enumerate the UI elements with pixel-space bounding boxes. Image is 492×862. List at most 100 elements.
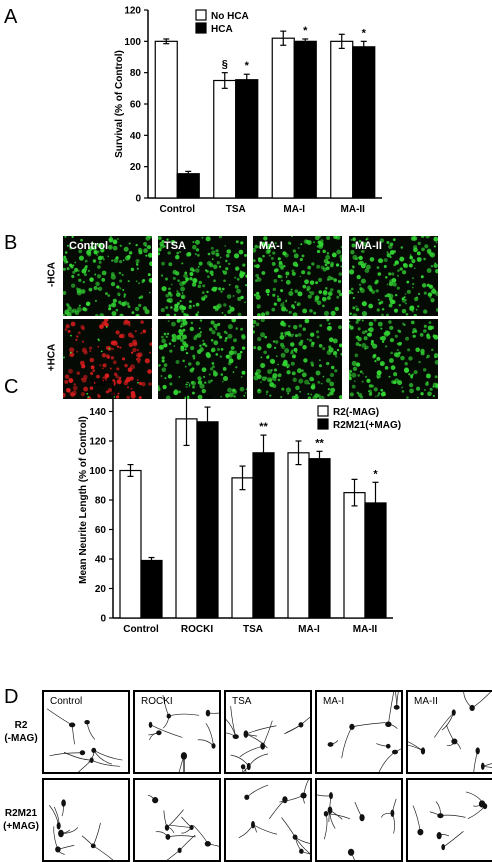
- cell: [285, 279, 291, 285]
- cell: [357, 327, 361, 331]
- cell: [234, 284, 239, 289]
- cell: [182, 334, 187, 340]
- cell: [281, 306, 287, 312]
- neurite: [388, 692, 395, 725]
- cell: [376, 266, 380, 269]
- cell: [340, 353, 342, 356]
- cell: [307, 271, 311, 275]
- chart-c-bar: [119, 469, 142, 619]
- neurite: [262, 720, 273, 747]
- cell: [428, 284, 434, 289]
- cell: [126, 302, 130, 306]
- cell: [207, 252, 211, 256]
- cell: [102, 378, 105, 382]
- neurite: [168, 824, 192, 828]
- cell-body: [177, 847, 182, 854]
- cell: [435, 308, 438, 312]
- cell: [318, 364, 322, 368]
- cell: [242, 263, 246, 267]
- cell: [367, 328, 371, 331]
- chart-a-bar: [330, 40, 354, 199]
- cell: [107, 388, 113, 393]
- neurite: [150, 724, 183, 738]
- cell: [362, 242, 368, 247]
- cell: [99, 324, 104, 329]
- fluorescence-image: TSA: [158, 236, 247, 316]
- neurons: [327, 692, 401, 772]
- neuron-image: MA-II: [406, 690, 492, 774]
- cell: [183, 273, 188, 279]
- cell: [403, 263, 409, 269]
- cell: [377, 394, 380, 397]
- cell: [81, 347, 87, 353]
- cell: [197, 376, 202, 381]
- cell: [64, 309, 70, 315]
- cell: [253, 264, 257, 268]
- cell: [129, 364, 136, 370]
- cell: [225, 267, 229, 271]
- cell-body: [166, 713, 171, 719]
- chart-c-bar: [196, 421, 219, 619]
- cell: [66, 267, 70, 271]
- cell: [394, 293, 398, 297]
- cell: [207, 275, 210, 278]
- cell: [386, 253, 391, 258]
- cell: [123, 293, 127, 296]
- cell: [179, 300, 182, 303]
- cell: [303, 358, 308, 363]
- cell: [379, 258, 384, 263]
- cell: [161, 338, 166, 344]
- cell: [392, 282, 397, 287]
- cell: [119, 260, 123, 264]
- cell: [318, 344, 323, 348]
- cell: [111, 259, 114, 262]
- cell: [269, 382, 275, 388]
- cell: [173, 389, 178, 394]
- cell: [241, 335, 246, 340]
- cell: [211, 330, 216, 335]
- cell: [129, 376, 134, 381]
- cell: [112, 239, 118, 245]
- cell: [274, 242, 277, 245]
- cell: [197, 394, 203, 399]
- cell: [393, 372, 398, 377]
- panel-c-letter: C: [4, 376, 19, 398]
- cell: [190, 346, 195, 351]
- neurite: [71, 724, 75, 745]
- cell: [228, 305, 232, 308]
- cell: [235, 266, 240, 271]
- cell: [336, 295, 340, 299]
- cell: [411, 286, 414, 289]
- column-label: ROCKI: [141, 696, 173, 707]
- cell: [319, 324, 323, 327]
- row-label-line1: R2M21: [4, 808, 38, 819]
- cell: [185, 313, 189, 316]
- cell: [71, 236, 74, 239]
- cell: [217, 322, 221, 326]
- cell: [240, 241, 244, 245]
- cell: [87, 396, 90, 398]
- cell: [112, 245, 118, 251]
- cell: [220, 347, 224, 351]
- cell: [408, 356, 413, 361]
- cell: [271, 307, 276, 312]
- cell-body: [385, 721, 392, 728]
- cell: [132, 341, 138, 347]
- chart-c-y-tick-label: 20: [95, 584, 107, 595]
- cell: [115, 256, 119, 260]
- cell: [175, 254, 180, 260]
- cell: [411, 259, 416, 264]
- cell: [293, 253, 299, 259]
- cell-body: [436, 831, 442, 840]
- cell: [222, 376, 229, 382]
- cell: [180, 347, 185, 352]
- cell: [167, 297, 173, 303]
- cell: [392, 238, 396, 242]
- cell: [195, 313, 199, 316]
- cell-body: [164, 824, 170, 831]
- cell: [196, 332, 202, 338]
- cell: [297, 291, 303, 297]
- cell-body: [205, 709, 211, 717]
- cell: [368, 321, 374, 327]
- cell: [84, 259, 88, 263]
